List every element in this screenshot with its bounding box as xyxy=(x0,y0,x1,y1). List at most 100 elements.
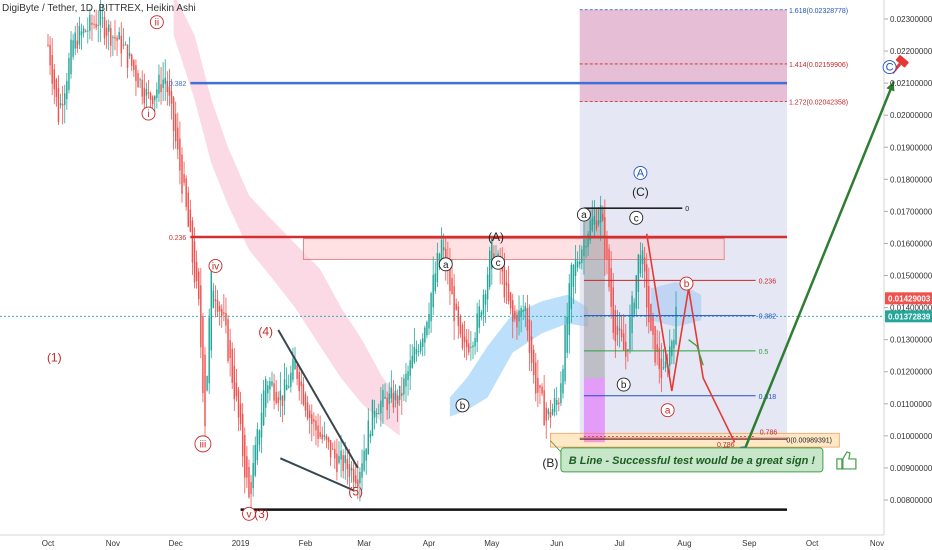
fib-ext-level-label: 0(0.00989391) xyxy=(786,437,832,444)
candle-body xyxy=(103,17,106,39)
candle-body xyxy=(361,463,363,478)
candle-body xyxy=(371,399,374,436)
candle-body xyxy=(139,79,141,81)
grey-range-box xyxy=(583,208,605,379)
candle-body xyxy=(390,387,393,399)
wave-label-circle xyxy=(660,403,675,418)
candle-body xyxy=(342,455,344,472)
candle-body xyxy=(164,77,166,84)
wedge-upper-line xyxy=(277,329,359,469)
candle-body xyxy=(438,253,441,268)
candle-body xyxy=(229,340,231,358)
candle-body xyxy=(76,40,79,49)
candle-body xyxy=(380,400,382,414)
price-tick-label: 0.01200000 xyxy=(890,368,932,377)
candle-body xyxy=(212,290,215,308)
candle-body xyxy=(233,365,236,400)
time-tick-label: May xyxy=(484,539,499,548)
candle-body xyxy=(568,283,570,335)
time-tick-label: Oct xyxy=(806,539,819,548)
thumb-hand xyxy=(842,451,857,470)
candle-body xyxy=(93,23,95,25)
candle-body xyxy=(181,154,183,194)
candle-body xyxy=(551,408,554,415)
candle-body xyxy=(616,325,619,335)
candle-body xyxy=(407,371,409,381)
candle-body xyxy=(296,365,298,380)
candle-body xyxy=(359,471,361,484)
candle-body xyxy=(126,44,129,68)
candle-body xyxy=(375,413,378,415)
candle-body xyxy=(64,93,66,105)
candle-body xyxy=(311,414,313,425)
candle-body xyxy=(218,305,221,312)
candle-body xyxy=(530,336,533,363)
candle-body xyxy=(459,316,462,334)
candle-body xyxy=(625,341,627,357)
candle-body xyxy=(352,469,355,482)
time-tick-label: Jun xyxy=(550,539,563,548)
candle-body xyxy=(524,305,527,312)
candle-body xyxy=(348,464,351,477)
candle-body xyxy=(147,92,150,94)
candle-body xyxy=(396,395,399,405)
candle-body xyxy=(597,220,600,225)
fib-ret-level-label: 0 xyxy=(685,206,689,213)
candle-body xyxy=(512,300,514,322)
wave-label: ii xyxy=(155,18,159,29)
candle-body xyxy=(491,237,493,269)
candle-body xyxy=(503,266,506,298)
candle-body xyxy=(66,81,68,100)
candle-body xyxy=(179,138,181,171)
candle-body xyxy=(539,385,541,388)
bearish-cloud xyxy=(173,0,400,436)
time-tick-label: Sep xyxy=(742,539,757,548)
candle-body xyxy=(526,308,529,331)
candle-body xyxy=(457,306,460,326)
price-tick-label: 0.01500000 xyxy=(890,272,932,281)
candle-body xyxy=(321,434,323,440)
price-tick-label: 0.01100000 xyxy=(890,400,932,409)
price-tick-label: 0.02300000 xyxy=(890,15,932,24)
candle-body xyxy=(419,342,422,352)
candle-body xyxy=(74,32,76,49)
candle-body xyxy=(156,89,158,99)
candle-body xyxy=(338,456,340,463)
candle-body xyxy=(120,35,123,54)
chart-symbol-header: DigiByte / Tether, 1D, BITTREX, Heikin A… xyxy=(2,3,196,14)
candle-body xyxy=(185,178,187,207)
wave-label: a xyxy=(581,210,587,221)
candle-body xyxy=(662,367,665,369)
wave-label: c xyxy=(496,258,501,269)
price-tick-label: 0.02000000 xyxy=(890,111,932,120)
price-marker-label: 0.01372839 xyxy=(888,312,931,321)
candle-body xyxy=(135,65,137,81)
candle-body xyxy=(254,444,256,476)
candle-body xyxy=(235,382,238,397)
candle-body xyxy=(528,319,531,354)
candle-body xyxy=(650,304,652,331)
candle-body xyxy=(478,306,480,328)
candle-body xyxy=(191,220,194,263)
candle-body xyxy=(95,23,97,28)
candle-body xyxy=(325,435,328,440)
candle-body xyxy=(669,346,671,366)
candle-body xyxy=(160,84,162,93)
candle-body xyxy=(629,316,631,350)
candle-body xyxy=(405,373,407,387)
candle-body xyxy=(72,40,74,57)
candle-body xyxy=(409,360,411,376)
wave-label-circle xyxy=(633,165,648,180)
candle-body xyxy=(292,359,294,380)
wave-label: b xyxy=(684,279,690,290)
candle-body xyxy=(298,372,300,392)
candle-body xyxy=(306,402,309,419)
candle-body xyxy=(82,28,85,34)
candle-body xyxy=(216,300,219,312)
candle-body xyxy=(673,339,675,349)
candle-body xyxy=(288,386,290,388)
candle-body xyxy=(583,239,585,257)
candle-body xyxy=(141,79,143,97)
wave-label-circle xyxy=(438,257,453,272)
